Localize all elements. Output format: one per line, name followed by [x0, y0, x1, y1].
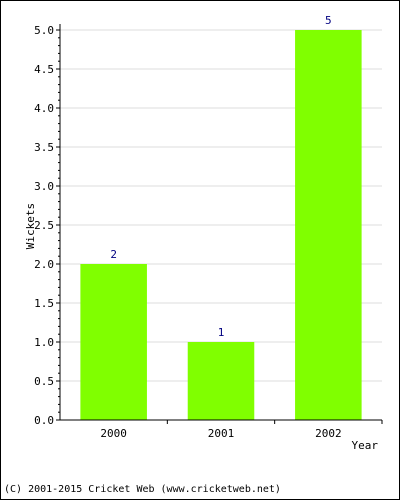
data-label: 1 [218, 326, 225, 339]
bar [295, 30, 362, 420]
x-tick-label: 2001 [208, 427, 235, 440]
copyright-footer: (C) 2001-2015 Cricket Web (www.cricketwe… [4, 484, 281, 495]
y-tick-label: 4.0 [34, 102, 54, 115]
x-tick-label: 2002 [315, 427, 342, 440]
data-labels: 2 1 5 [110, 14, 331, 339]
bar [187, 342, 255, 420]
y-tick-label: 4.5 [34, 63, 54, 76]
y-tick-label: 0.5 [34, 375, 54, 388]
x-tick-labels: 2000 2001 2002 [100, 427, 341, 440]
bars [80, 30, 362, 420]
y-tick-label: 2.5 [34, 219, 54, 232]
bar [80, 264, 147, 420]
y-tick-label: 0.0 [34, 414, 54, 427]
data-label: 5 [325, 14, 332, 27]
y-tick-label: 1.5 [34, 297, 54, 310]
y-tick-label: 2.0 [34, 258, 54, 271]
y-tick-label: 5.0 [34, 24, 54, 37]
axes [56, 24, 383, 424]
data-label: 2 [110, 248, 117, 261]
y-tick-labels: 0.0 0.5 1.0 1.5 2.0 2.5 3.0 3.5 4.0 4.5 5.0 [34, 24, 54, 427]
x-tick-label: 2000 [100, 427, 127, 440]
y-tick-label: 1.0 [34, 336, 54, 349]
y-tick-label: 3.0 [34, 180, 54, 193]
y-tick-label: 3.5 [34, 141, 54, 154]
x-axis-label: Year [352, 439, 379, 452]
y-axis-label: Wickets [24, 203, 37, 249]
